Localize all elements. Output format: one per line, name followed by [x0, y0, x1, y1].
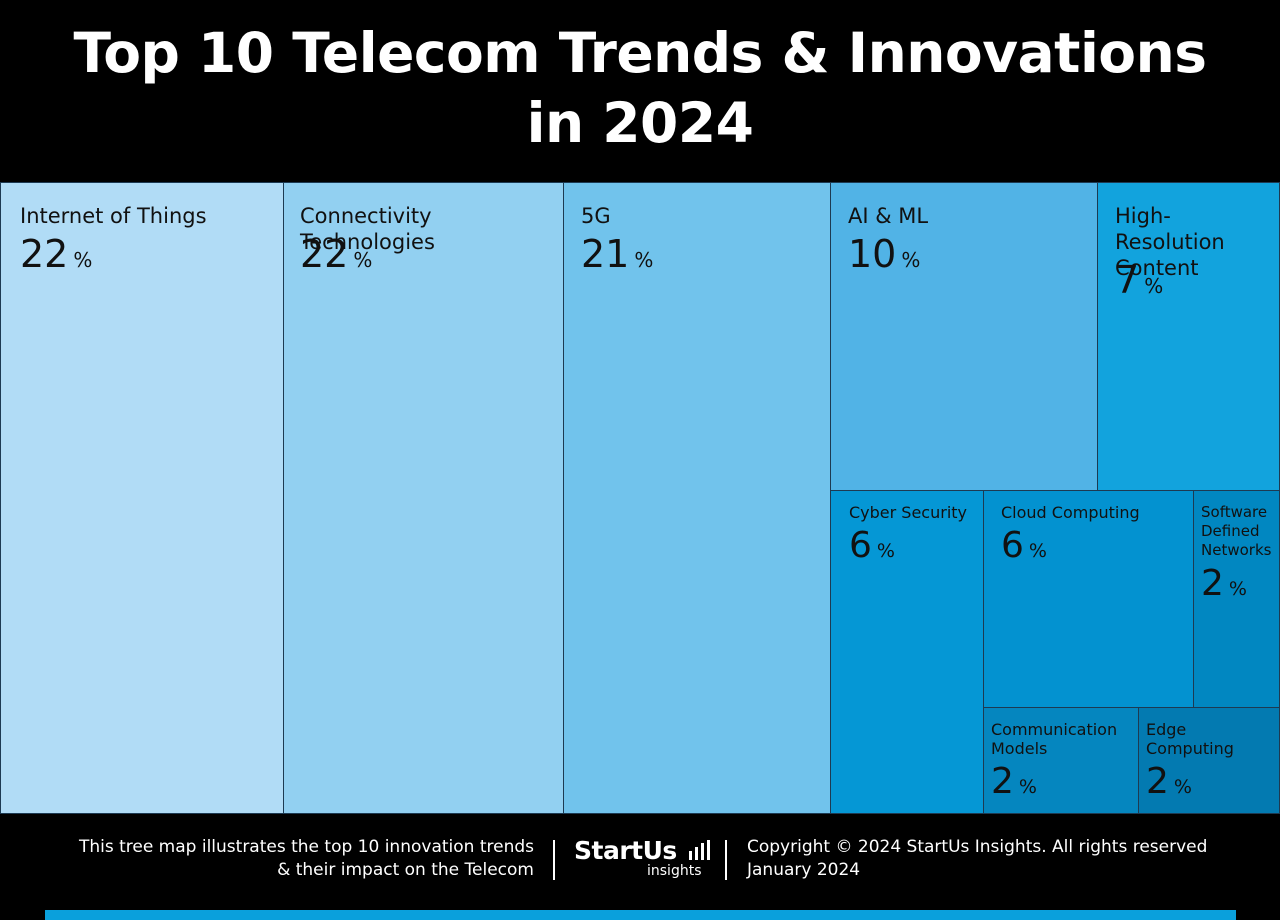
bottom-accent-bar — [45, 910, 1236, 920]
value-number: 6 — [849, 525, 872, 566]
treemap-cell-value: 6% — [849, 526, 895, 571]
copyright-text: Copyright © 2024 StartUs Insights. All r… — [747, 837, 1208, 857]
logo-brand-text: StartUs — [574, 836, 677, 865]
value-number: 10 — [848, 232, 897, 276]
treemap-cell-value: 2% — [1201, 564, 1247, 609]
treemap-cell-label: Software Defined Networks — [1201, 503, 1272, 559]
treemap-cell-label: Cloud Computing — [1001, 503, 1140, 522]
copyright-block: Copyright © 2024 StartUs Insights. All r… — [747, 836, 1207, 882]
treemap-cell-value: 10% — [848, 233, 920, 281]
value-unit: % — [1173, 776, 1192, 798]
treemap-cell: Cyber Security 6% — [830, 490, 984, 814]
footer-divider-left — [553, 840, 555, 880]
bar-chart-icon — [689, 840, 711, 860]
treemap-cell: Communication Models 2% — [983, 707, 1139, 814]
treemap-cell-label: Connectivity Technologies — [300, 204, 435, 254]
treemap-cell: Internet of Things 22% — [0, 182, 284, 814]
treemap-cell: Connectivity Technologies 22% — [283, 182, 564, 814]
chart-title: Top 10 Telecom Trends & Innovations in 2… — [73, 21, 1208, 155]
value-number: 7 — [1115, 258, 1140, 302]
treemap-cell-value: 22% — [20, 233, 92, 281]
treemap-cell-label: Internet of Things — [20, 204, 207, 228]
publish-date: January 2024 — [747, 860, 861, 880]
treemap-cell-label: 5G — [581, 204, 611, 228]
treemap-cell: Edge Computing 2% — [1138, 707, 1280, 814]
treemap-cell-value: 21% — [581, 233, 653, 281]
value-number: 21 — [581, 232, 630, 276]
treemap-cell-value: 2% — [1146, 762, 1192, 807]
footer-description: This tree map illustrates the top 10 inn… — [78, 837, 534, 880]
value-unit: % — [73, 248, 93, 272]
value-unit: % — [634, 248, 654, 272]
treemap-cell: Software Defined Networks 2% — [1193, 490, 1280, 708]
startus-insights-logo: StartUs insights — [574, 836, 714, 882]
treemap-cell: High-Resolution Content 7% — [1097, 182, 1280, 491]
treemap-cell-value: 2% — [991, 762, 1037, 807]
treemap-cell-value: 6% — [1001, 526, 1047, 571]
value-number: 2 — [1146, 761, 1169, 802]
value-unit: % — [1144, 274, 1164, 298]
value-number: 22 — [20, 232, 69, 276]
treemap-cell-label: AI & ML — [848, 204, 929, 228]
treemap-cell-label: Cyber Security — [849, 503, 968, 522]
treemap-cell: AI & ML 10% — [830, 182, 1098, 491]
treemap-cell-value: 7% — [1115, 259, 1163, 307]
treemap-cell: 5G 21% — [563, 182, 831, 814]
treemap: Internet of Things 22% Connectivity Techno… — [0, 182, 1280, 814]
value-number: 22 — [300, 232, 349, 276]
value-unit: % — [876, 540, 895, 562]
treemap-cell: Cloud Computing 6% — [983, 490, 1194, 708]
treemap-cell-label: Communication Models — [991, 720, 1118, 758]
treemap-cell-label: High-Resolution Content — [1115, 204, 1225, 280]
value-number: 2 — [991, 761, 1014, 802]
value-unit: % — [353, 248, 373, 272]
treemap-cell-value: 22% — [300, 233, 372, 281]
value-unit: % — [1228, 578, 1247, 600]
value-unit: % — [1018, 776, 1037, 798]
value-number: 2 — [1201, 563, 1224, 604]
value-unit: % — [1028, 540, 1047, 562]
value-number: 6 — [1001, 525, 1024, 566]
value-unit: % — [901, 248, 921, 272]
logo-sub-text: insights — [647, 863, 702, 879]
treemap-cell-label: Edge Computing — [1146, 720, 1234, 758]
footer-divider-right — [725, 840, 727, 880]
